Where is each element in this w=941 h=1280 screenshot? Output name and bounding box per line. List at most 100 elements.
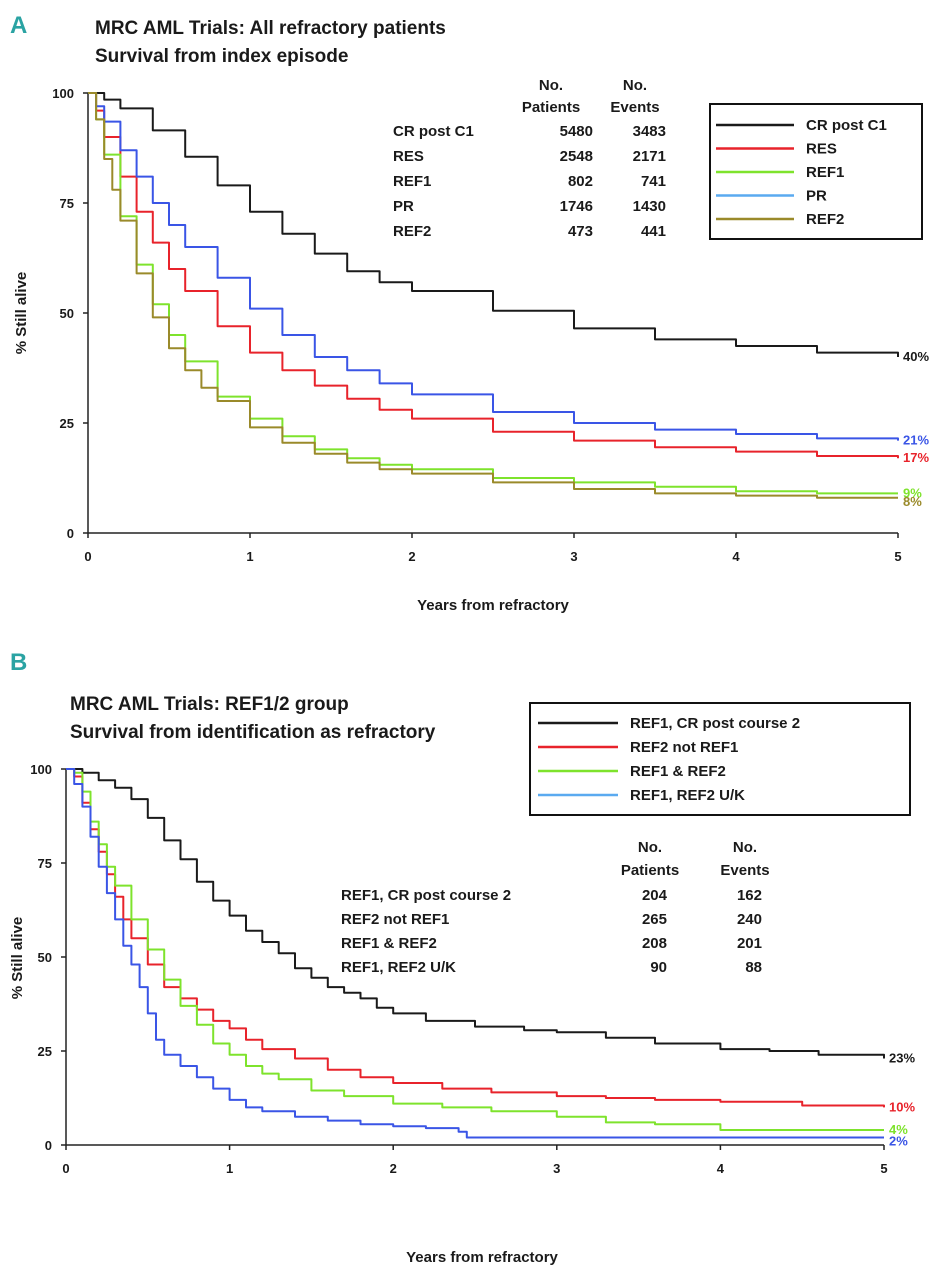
panel-a-table-patients: 2548	[560, 148, 593, 165]
panel-b-x-tick-label: 5	[880, 1161, 887, 1176]
panel-a-letter: A	[10, 12, 27, 39]
panel-a-x-label: Years from refractory	[417, 597, 569, 614]
panel-a-legend-label: CR post C1	[806, 117, 887, 134]
panel-b-y-tick-label: 50	[38, 950, 52, 965]
panel-a-x-tick-label: 5	[894, 549, 901, 564]
panel-b-table-patients: 204	[642, 887, 668, 904]
panel-b-x-tick-label: 2	[390, 1161, 397, 1176]
panel-a-x-tick-label: 4	[732, 549, 740, 564]
panel-b-col2-header: Events	[720, 862, 769, 879]
panel-b-end-label: 23%	[889, 1051, 915, 1066]
panel-b-y-tick-label: 0	[45, 1138, 52, 1153]
panel-b-curve-ref1-ref2-u-k	[66, 768, 884, 1139]
panel-a-col1-header: Patients	[522, 99, 580, 116]
panel-b-y-tick-label: 100	[30, 762, 52, 777]
panel-a-table-events: 3483	[633, 123, 666, 140]
panel-b-legend-label: REF2 not REF1	[630, 739, 738, 756]
panel-a-end-label: 17%	[903, 450, 929, 465]
panel-a-table-events: 741	[641, 173, 666, 190]
panel-a-end-label: 8%	[903, 494, 922, 509]
panel-a-title: MRC AML Trials: All refractory patients	[95, 18, 446, 39]
panel-a-end-label: 21%	[903, 433, 929, 448]
panel-b-col1-header: No.	[638, 839, 662, 856]
panel-b-y-tick-label: 75	[38, 856, 52, 871]
panel-a-end-label: 40%	[903, 349, 929, 364]
panel-b-table-events: 162	[737, 887, 762, 904]
panel-b: B MRC AML Trials: REF1/2 group Survival …	[9, 649, 915, 1266]
panel-a-x-tick-label: 0	[84, 549, 91, 564]
panel-b-legend-label: REF1, REF2 U/K	[630, 787, 745, 804]
panel-b-legend-label: REF1, CR post course 2	[630, 715, 800, 732]
panel-b-y-tick-label: 25	[38, 1044, 52, 1059]
panel-b-y-label: % Still alive	[9, 917, 26, 1000]
panel-a-table-patients: 802	[568, 173, 593, 190]
panel-a-table-events: 1430	[633, 198, 666, 215]
panel-b-end-label: 4%	[889, 1122, 908, 1137]
panel-b-table-row-label: REF2 not REF1	[341, 911, 449, 928]
panel-b-table-events: 240	[737, 911, 762, 928]
panel-b-table-row-label: REF1, REF2 U/K	[341, 959, 456, 976]
panel-a-legend-label: RES	[806, 141, 837, 158]
panel-a-table-patients: 473	[568, 223, 593, 240]
panel-a-x-tick-label: 2	[408, 549, 415, 564]
panel-a: A MRC AML Trials: All refractory patient…	[10, 12, 929, 614]
panel-b-legend-box	[529, 702, 911, 816]
panel-a-y-tick-label: 75	[60, 196, 74, 211]
panel-a-end-label: 9%	[903, 485, 922, 500]
panel-b-x-tick-label: 3	[553, 1161, 560, 1176]
panel-a-y-label: % Still alive	[13, 272, 30, 355]
panel-b-x-label: Years from refractory	[406, 1249, 558, 1266]
panel-b-table-row-label: REF1, CR post course 2	[341, 887, 511, 904]
panel-a-legend-label: PR	[806, 188, 827, 205]
panel-a-y-tick-label: 25	[60, 416, 74, 431]
panel-a-table: CR post C1 5480 3483 RES 2548 2171 REF1 802 741 P…	[393, 123, 666, 240]
panel-b-table-patients: 90	[650, 959, 667, 976]
panel-b-table: REF1, CR post course 2 204 162 REF2 not REF…	[341, 887, 762, 976]
panel-b-col1-header: Patients	[621, 862, 679, 879]
panel-a-col1-header: No.	[539, 77, 563, 94]
panel-a-table-row-label: CR post C1	[393, 123, 474, 140]
panel-a-table-patients: 5480	[560, 123, 593, 140]
panel-b-x-tick-label: 0	[62, 1161, 69, 1176]
panel-a-table-patients: 1746	[560, 198, 593, 215]
panel-b-table-row-label: REF1 & REF2	[341, 935, 437, 952]
panel-b-x-tick-label: 4	[717, 1161, 725, 1176]
panel-b-legend: REF1, CR post course 2 REF2 not REF1 REF1 …	[538, 715, 800, 804]
panel-a-y-tick-label: 100	[52, 86, 74, 101]
panel-b-curve-ref1-cr-post-course-2	[66, 768, 885, 1059]
panel-b-curve-ref1-ref2	[66, 768, 884, 1131]
panel-b-legend-label: REF1 & REF2	[630, 763, 726, 780]
panel-a-y-tick-label: 0	[67, 526, 74, 541]
panel-a-subtitle: Survival from index episode	[95, 46, 348, 67]
panel-b-end-label: 2%	[889, 1133, 908, 1148]
panel-b-table-patients: 265	[642, 911, 667, 928]
panel-b-letter: B	[10, 649, 27, 676]
panel-a-legend-label: REF2	[806, 211, 844, 228]
panel-a-legend: CR post C1 RES REF1 PR REF2	[716, 117, 887, 228]
panel-a-x-tick-label: 1	[246, 549, 253, 564]
panel-b-title: MRC AML Trials: REF1/2 group	[70, 694, 349, 715]
panel-b-table-events: 88	[745, 959, 762, 976]
panel-a-table-row-label: REF1	[393, 173, 431, 190]
panel-a-table-row-label: PR	[393, 198, 414, 215]
panel-a-table-row-label: REF2	[393, 223, 431, 240]
panel-b-col2-header: No.	[733, 839, 757, 856]
panel-a-x-tick-label: 3	[570, 549, 577, 564]
panel-a-curves: 40% 17% 9% 21% 8%	[88, 92, 929, 509]
panel-b-end-label: 10%	[889, 1099, 915, 1114]
panel-a-curve-cr-post-c1	[88, 92, 899, 357]
panel-b-table-events: 201	[737, 935, 762, 952]
panel-a-curve-ref2	[88, 92, 898, 499]
panel-a-legend-label: REF1	[806, 164, 844, 181]
panel-a-table-events: 441	[641, 223, 666, 240]
panel-a-y-tick-label: 50	[60, 306, 74, 321]
panel-b-subtitle: Survival from identification as refracto…	[70, 722, 436, 743]
panel-a-table-events: 2171	[633, 148, 666, 165]
panel-a-curve-pr	[88, 92, 899, 441]
panel-b-curves: 23% 10% 4%2%	[66, 768, 915, 1148]
panel-a-table-row-label: RES	[393, 148, 424, 165]
panel-a-curve-res	[88, 92, 899, 459]
